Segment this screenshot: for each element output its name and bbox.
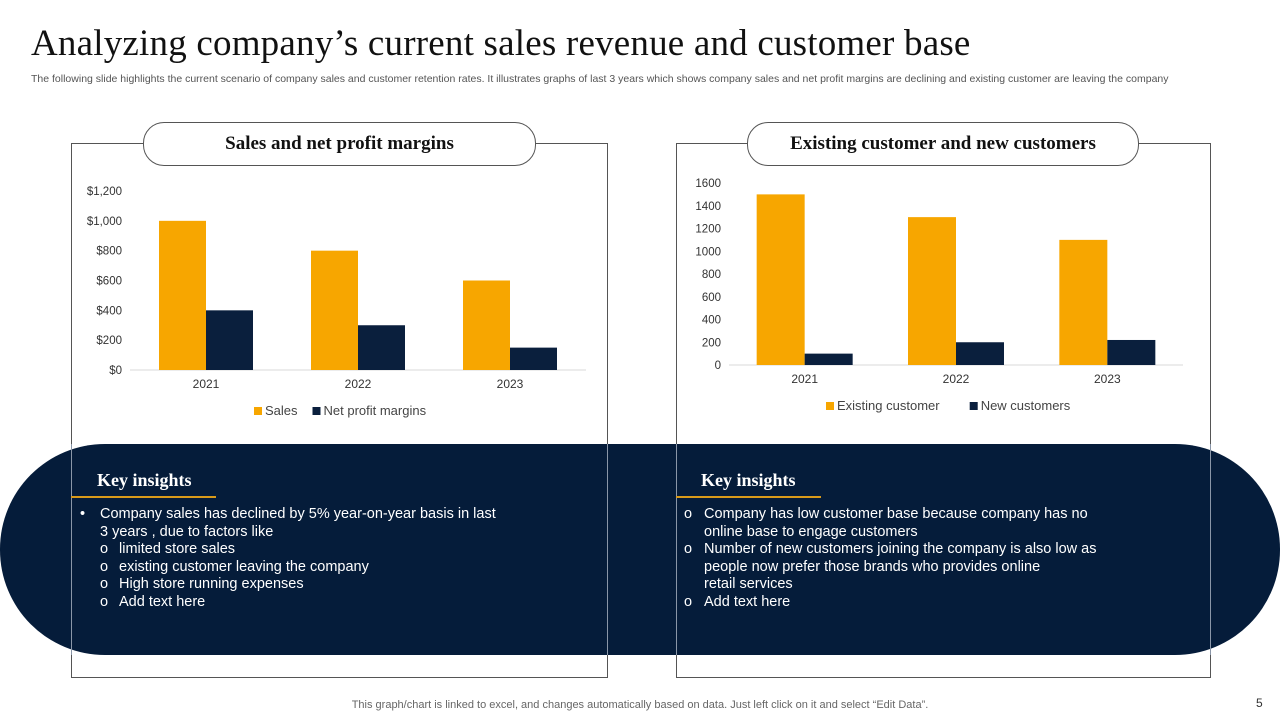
sales-panel-title: Sales and net profit margins bbox=[143, 122, 536, 166]
right-insights-heading: Key insights bbox=[701, 470, 796, 490]
bar-existing-customer-2022 bbox=[908, 217, 956, 365]
sales-panel-frame-overlay bbox=[71, 444, 608, 655]
insight-line: retail services bbox=[684, 576, 1204, 594]
y-tick-label: 600 bbox=[702, 292, 721, 304]
insight-text: limited store sales bbox=[119, 541, 236, 558]
insight-text: retail services bbox=[704, 576, 793, 593]
insight-text: Add text here bbox=[704, 593, 791, 610]
y-tick-label: 1000 bbox=[695, 246, 721, 258]
right-insights-list: o Company has low customer base because c… bbox=[684, 506, 1204, 612]
insight-text: people now prefer those brands who provi… bbox=[704, 558, 1041, 575]
sales-profit-chart[interactable]: $0 $200 $400 $600 $800 $1,000 $1,200 2021 2022 20… bbox=[72, 175, 606, 440]
insight-text: Number of new customers joining the comp… bbox=[704, 541, 1097, 558]
insight-line: online base to engage customers bbox=[684, 524, 1204, 542]
y-tick-label: $600 bbox=[96, 276, 122, 288]
x-tick-label: 2022 bbox=[345, 377, 372, 391]
insight-text: Company has low customer base because co… bbox=[704, 506, 1088, 522]
y-tick-label: $800 bbox=[96, 246, 122, 258]
insight-text: 3 years , due to factors like bbox=[100, 523, 274, 540]
bullet-marker: o bbox=[100, 593, 109, 610]
bullet-marker: o bbox=[100, 576, 109, 593]
legend-label: Sales bbox=[265, 403, 298, 418]
left-insights-list: • Company sales has declined by 5% year-o… bbox=[80, 506, 580, 612]
legend-label: Existing customer bbox=[837, 398, 940, 413]
legend-swatch-sales bbox=[254, 407, 262, 415]
bar-new-customers-2022 bbox=[956, 342, 1004, 365]
insight-line: • Company sales has declined by 5% year-o… bbox=[80, 506, 580, 524]
bar-new-customers-2021 bbox=[804, 353, 853, 365]
insight-line: o Add text here bbox=[80, 594, 580, 612]
y-tick-label: $200 bbox=[96, 335, 122, 347]
legend-label: Net profit margins bbox=[324, 403, 427, 418]
x-tick-label: 2022 bbox=[943, 372, 970, 386]
insight-line: o limited store sales bbox=[80, 541, 580, 559]
y-tick-label: $1,000 bbox=[87, 216, 122, 228]
insight-text: Add text here bbox=[119, 593, 206, 610]
bar-new-customers-2023 bbox=[1107, 339, 1156, 365]
insight-line: o Company has low customer base because c… bbox=[684, 506, 1204, 524]
legend-label: New customers bbox=[981, 398, 1071, 413]
y-tick-label: 1600 bbox=[695, 178, 721, 190]
insight-text: Company sales has declined by 5% year-on… bbox=[100, 506, 496, 522]
x-tick-label: 2021 bbox=[791, 372, 818, 386]
bullet-marker: o bbox=[684, 593, 693, 610]
right-insights-underline bbox=[676, 496, 821, 498]
footnote: This graph/chart is linked to excel, and… bbox=[351, 699, 929, 711]
bar-net-profit-margins-2021 bbox=[206, 310, 253, 370]
bar-existing-customer-2023 bbox=[1059, 239, 1108, 365]
bar-sales-2023 bbox=[463, 280, 510, 370]
bullet-marker: o bbox=[100, 541, 109, 558]
left-insights-heading: Key insights bbox=[97, 470, 192, 490]
y-tick-label: 200 bbox=[702, 337, 721, 349]
insight-line: people now prefer those brands who provi… bbox=[684, 559, 1204, 577]
insight-line: o Add text here bbox=[684, 594, 1204, 612]
y-tick-label: 0 bbox=[715, 360, 721, 372]
insight-text: High store running expenses bbox=[119, 576, 304, 593]
bullet-marker: o bbox=[100, 558, 109, 575]
customers-panel-title: Existing customer and new customers bbox=[747, 122, 1139, 166]
insight-line: o High store running expenses bbox=[80, 576, 580, 594]
bar-sales-2021 bbox=[159, 220, 206, 370]
legend-swatch-existing-customer bbox=[826, 402, 834, 410]
customers-chart[interactable]: 0 200 400 600 800 1000 1200 1400 1600 2021 2022 202… bbox=[677, 170, 1209, 435]
page-subtitle: The following slide highlights the curre… bbox=[31, 73, 1169, 85]
left-insights-underline bbox=[71, 496, 216, 498]
bullet-marker: o bbox=[684, 506, 693, 522]
bar-sales-2022 bbox=[311, 250, 358, 370]
y-tick-label: $0 bbox=[109, 365, 122, 377]
x-tick-label: 2021 bbox=[193, 377, 220, 391]
y-tick-label: 1200 bbox=[695, 224, 721, 236]
insight-line: 3 years , due to factors like bbox=[80, 524, 580, 542]
y-tick-label: 400 bbox=[702, 315, 721, 327]
x-tick-label: 2023 bbox=[1094, 372, 1121, 386]
y-tick-label: $400 bbox=[96, 305, 122, 317]
bullet-marker: o bbox=[684, 541, 693, 558]
insights-band bbox=[0, 444, 1280, 655]
insight-text: existing customer leaving the company bbox=[119, 558, 369, 575]
x-tick-label: 2023 bbox=[497, 377, 524, 391]
y-tick-label: $1,200 bbox=[87, 186, 122, 198]
bar-existing-customer-2021 bbox=[756, 194, 805, 365]
insight-text: online base to engage customers bbox=[704, 523, 918, 540]
y-tick-label: 800 bbox=[702, 269, 721, 281]
insight-line: o existing customer leaving the company bbox=[80, 559, 580, 577]
bar-net-profit-margins-2023 bbox=[510, 347, 557, 370]
bullet-marker: • bbox=[80, 506, 86, 522]
legend-swatch-new-customers bbox=[969, 402, 978, 410]
page-number: 5 bbox=[1256, 696, 1263, 710]
bar-net-profit-margins-2022 bbox=[358, 325, 405, 370]
insight-line: o Number of new customers joining the com… bbox=[684, 541, 1204, 559]
page-title: Analyzing company’s current sales revenu… bbox=[31, 23, 971, 64]
y-tick-label: 1400 bbox=[695, 201, 721, 213]
customers-panel-frame-overlay bbox=[676, 444, 1211, 655]
legend-swatch-net-profit-margins bbox=[312, 407, 321, 415]
